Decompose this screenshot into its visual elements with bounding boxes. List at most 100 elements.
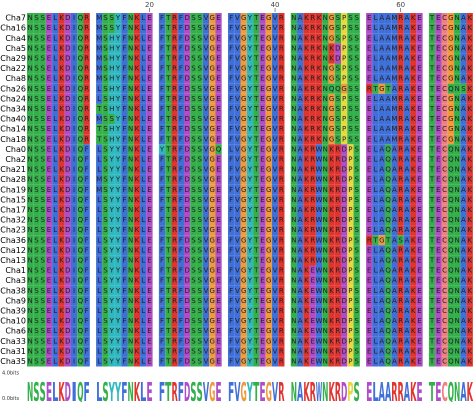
residue-cell (271, 265, 279, 276)
residue: K (467, 115, 472, 123)
residue-cell (428, 134, 436, 145)
residue: E (216, 206, 220, 214)
residue-cell (64, 255, 71, 266)
residue-cell (435, 336, 442, 347)
residue: S (34, 44, 39, 52)
logo-letter: P (347, 378, 353, 402)
residue-cell (190, 164, 197, 175)
residue: A (298, 166, 303, 174)
residue: Y (247, 277, 253, 285)
residue: K (135, 54, 140, 62)
residue: N (455, 287, 460, 295)
residue: L (141, 44, 145, 52)
residue: K (411, 206, 416, 214)
residue-cell (416, 215, 423, 226)
residue-cell (190, 13, 197, 24)
residue-cell (441, 225, 448, 236)
residue-cell (58, 73, 65, 84)
residue-cell (202, 326, 210, 337)
residue: R (398, 125, 403, 133)
residue-cell (290, 225, 298, 236)
residue: S (40, 226, 45, 234)
residue-cell (303, 43, 310, 54)
residue-cell (146, 215, 153, 226)
residue-cell (127, 23, 134, 34)
residue-cell (96, 215, 103, 226)
residue-cell (397, 295, 404, 306)
residue: A (392, 307, 397, 315)
residue: E (367, 327, 371, 335)
residue: T (253, 135, 259, 143)
residue-cell (45, 326, 53, 337)
residue: N (323, 216, 328, 224)
residue: G (341, 85, 346, 93)
residue-cell (77, 326, 84, 337)
residue-cell (309, 326, 316, 337)
residue: A (379, 14, 384, 22)
residue-cell (177, 225, 184, 236)
residue: E (417, 297, 421, 305)
residue-cell (33, 23, 40, 34)
residue-cell (190, 295, 197, 306)
residue-cell (322, 295, 329, 306)
residue: A (298, 206, 303, 214)
residue: Y (109, 297, 115, 305)
residue-cell (290, 103, 298, 114)
residue-cell (64, 346, 71, 357)
residue-cell (196, 194, 203, 205)
residue-cell (297, 225, 304, 236)
residue-cell (177, 245, 184, 256)
residue-cell (165, 73, 172, 84)
residue: Q (78, 125, 84, 133)
residue-cell (378, 144, 385, 155)
residue-cell (227, 305, 235, 316)
residue: T (429, 44, 435, 52)
residue-cell (102, 265, 109, 276)
residue: Q (448, 327, 454, 335)
residue: L (374, 287, 378, 295)
residue: K (304, 95, 309, 103)
residue: G (210, 145, 215, 153)
residue: N (28, 155, 33, 163)
residue-cell (246, 346, 254, 357)
residue: Y (109, 267, 115, 275)
residue-cell (428, 33, 436, 44)
residue-cell (253, 43, 260, 54)
residue: T (165, 297, 171, 305)
residue: V (273, 75, 278, 83)
residue: S (103, 317, 108, 325)
residue: V (273, 206, 278, 214)
residue: L (53, 307, 57, 315)
residue: F (179, 186, 183, 194)
residue-cell (165, 114, 172, 125)
residue-cell (196, 13, 203, 24)
residue: E (417, 287, 421, 295)
residue-cell (315, 73, 323, 84)
residue-cell (341, 194, 348, 205)
residue-cell (435, 235, 442, 246)
residue: F (85, 277, 89, 285)
sequence-label: Cha21 (0, 165, 26, 174)
residue-cell (466, 13, 473, 24)
residue-cell (27, 93, 34, 104)
residue-cell (447, 225, 455, 236)
residue: E (260, 186, 264, 194)
residue-cell (441, 134, 448, 145)
residue-cell (121, 13, 128, 24)
residue-cell (447, 174, 455, 185)
residue: V (235, 256, 240, 264)
residue-cell (96, 225, 103, 236)
residue-cell (290, 245, 298, 256)
residue-cell (96, 235, 103, 246)
residue: T (253, 105, 259, 113)
residue-cell (102, 164, 109, 175)
residue-cell (366, 83, 373, 94)
residue-cell (234, 215, 241, 226)
residue: K (59, 176, 64, 184)
residue-cell (96, 326, 103, 337)
residue-cell (353, 63, 360, 74)
residue-cell (397, 114, 404, 125)
residue: C (442, 347, 447, 355)
residue: F (122, 115, 126, 123)
residue-cell (96, 316, 103, 327)
